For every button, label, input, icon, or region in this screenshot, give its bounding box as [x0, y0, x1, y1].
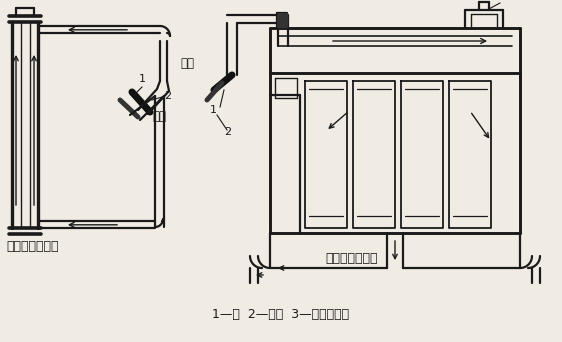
Text: 逆流冲洗发动机: 逆流冲洗发动机 [325, 252, 378, 265]
Text: 1: 1 [210, 105, 217, 115]
Text: 喷枪: 喷枪 [180, 57, 194, 70]
Text: 1—水  2—空气  3—拆下节温器: 1—水 2—空气 3—拆下节温器 [212, 308, 350, 321]
Text: 3: 3 [498, 0, 505, 2]
Text: 喷枪: 喷枪 [152, 110, 166, 123]
Text: 逆流冲洗散热器: 逆流冲洗散热器 [6, 240, 58, 253]
Bar [277, 13, 287, 27]
Text: 1: 1 [138, 74, 146, 84]
Text: 2: 2 [224, 127, 231, 137]
Text: 2: 2 [164, 91, 171, 101]
